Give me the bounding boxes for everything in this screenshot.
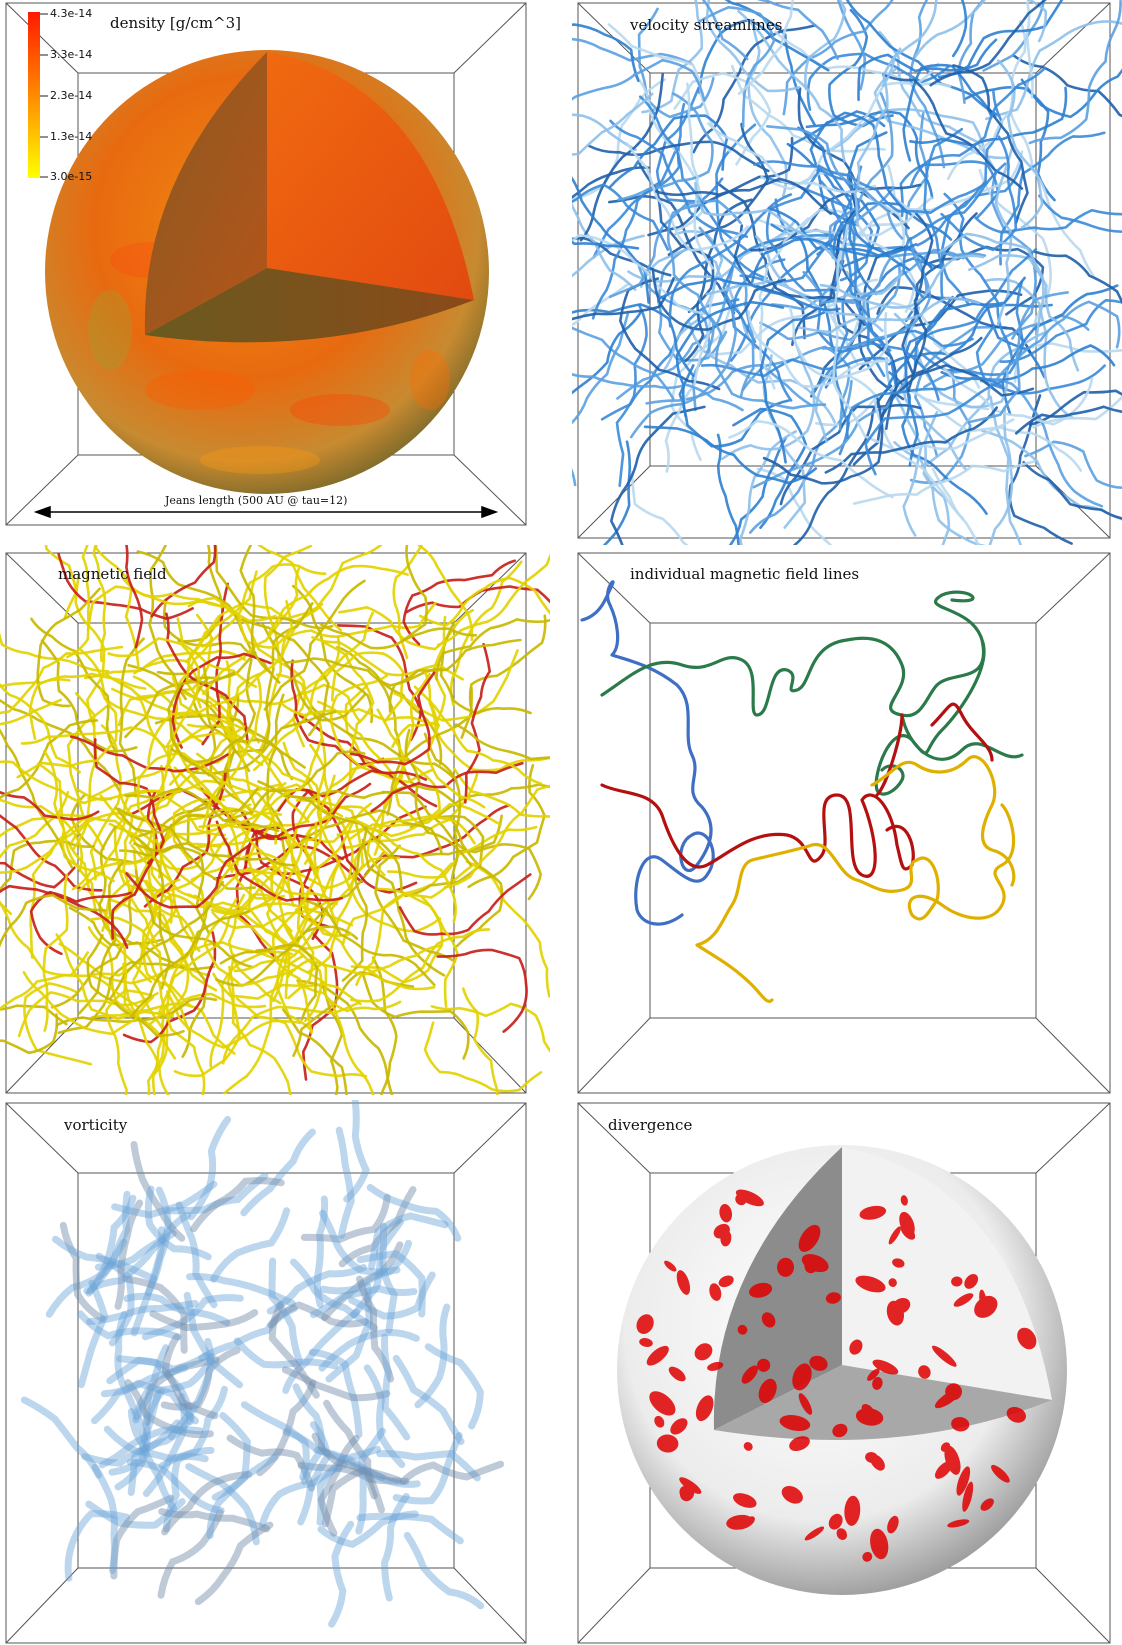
velocity-panel: velocity streamlines [572,0,1122,545]
vorticity-title: vorticity [64,1116,128,1134]
density-render [5,2,527,526]
vorticity-panel: vorticity [0,1100,550,1645]
divergence-title: divergence [608,1116,693,1134]
field-line-red [600,702,994,878]
divergence-render [577,1102,1111,1644]
velocity-title: velocity streamlines [630,16,783,34]
divergence-panel: divergence [572,1100,1122,1645]
density-panel: density [g/cm^3] 4.3e-14 3.3e-14 2.3e-14… [0,0,533,530]
field-line-gold [695,755,1016,1003]
bounding-box [577,552,1111,1094]
colorbar-tick-label: 2.3e-14 [50,89,93,102]
colorbar-tick-label: 1.3e-14 [50,130,93,143]
cutaway-face-left [713,1147,842,1430]
individual-lines-panel: individual magnetic field lines [572,545,1122,1095]
divergence-patches [636,1189,1037,1562]
cutaway-face-right [267,52,474,300]
colorbar-tick-label: 4.3e-14 [50,7,93,20]
individual-lines-title: individual magnetic field lines [630,565,860,583]
density-title: density [g/cm^3] [110,14,242,32]
magnetic-title: magnetic field [58,565,167,583]
scale-bar-label: Jeans length (500 AU @ tau=12) [165,494,348,507]
bounding-box [5,1102,527,1644]
vorticity-isosurfaces [20,1100,505,1628]
field-line-green [600,590,1024,796]
velocity-streamlines [572,0,1122,545]
colorbar-tick-label: 3.3e-14 [50,48,93,61]
cutaway-face-right [842,1147,1052,1400]
colorbar [28,12,40,178]
magnetic-field-tubes [0,545,550,1095]
cutaway-face-left [144,52,267,335]
scale-bar [33,505,499,519]
colorbar-tick-label: 3.0e-15 [50,170,93,183]
field-line-blue [580,580,715,926]
density-mottling [88,242,450,474]
magnetic-panel: magnetic field [0,545,550,1095]
cutaway-face-bottom [145,268,474,343]
